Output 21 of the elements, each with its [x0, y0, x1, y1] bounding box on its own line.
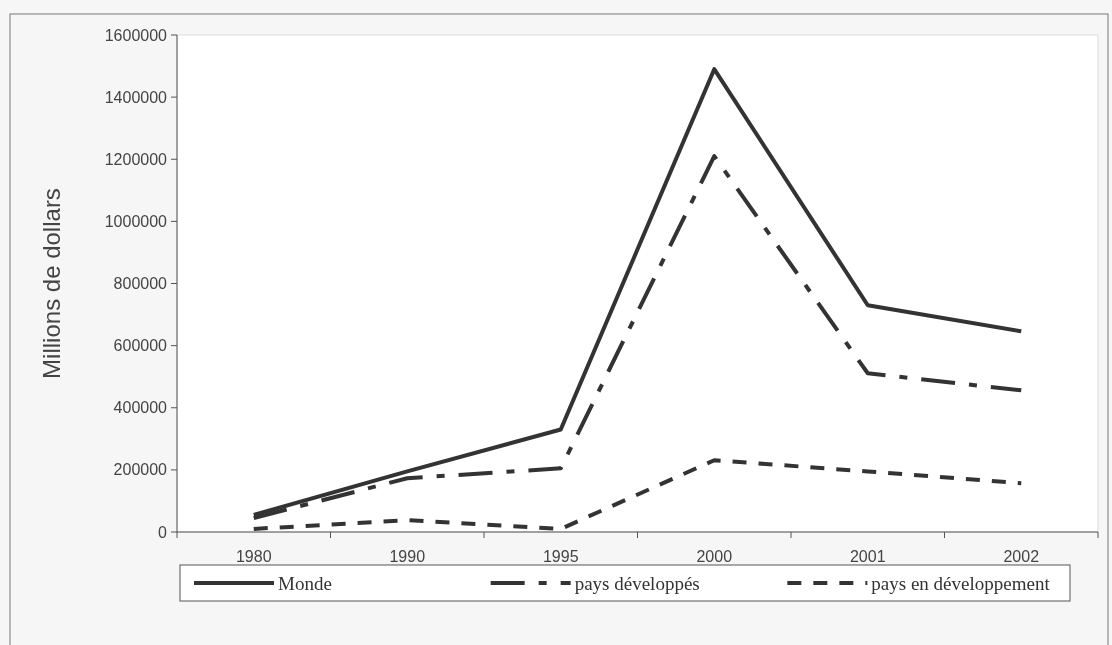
legend-label: pays développés: [574, 572, 700, 594]
y-tick-label: 800000: [113, 275, 168, 293]
legend-label: Monde: [278, 572, 332, 594]
legend-label: pays en développement: [871, 572, 1051, 594]
y-tick-label: 200000: [113, 461, 168, 479]
y-tick-label: 0: [158, 523, 168, 541]
line-series: [251, 67, 1024, 517]
y-tick-label: 1000000: [104, 212, 168, 230]
x-tick-label: 1995: [542, 548, 579, 565]
x-tick-label: 1990: [389, 548, 426, 565]
y-tick-label: 400000: [113, 399, 168, 417]
x-tick-label: 2000: [696, 548, 733, 565]
x-tick-label: 2002: [1003, 548, 1040, 565]
x-tick-label: 2001: [849, 548, 886, 565]
y-tick-label: 1400000: [104, 88, 168, 106]
y-tick-label: 1200000: [104, 150, 168, 168]
y-tick-label: 1600000: [104, 26, 168, 44]
y-tick-label: 600000: [113, 337, 168, 355]
y-axis-title: Millions de dollars: [38, 188, 65, 379]
x-tick-label: 1980: [235, 548, 272, 565]
line-series: [251, 458, 1024, 531]
